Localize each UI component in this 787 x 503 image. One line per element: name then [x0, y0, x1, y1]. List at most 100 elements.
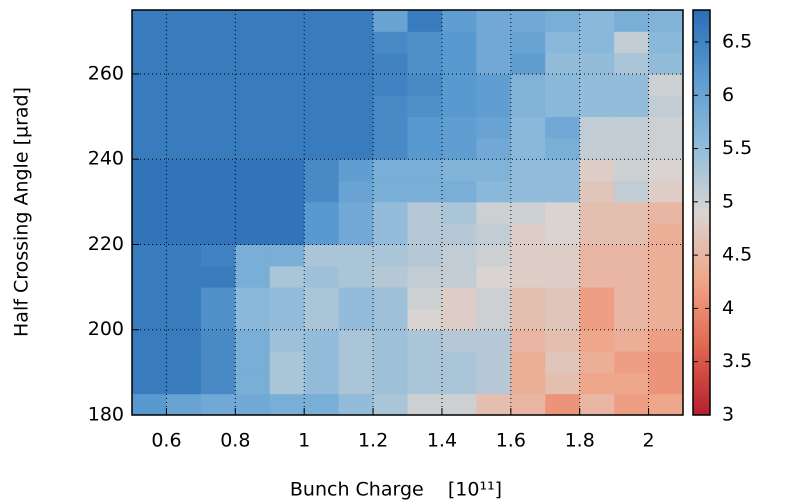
- heatmap-cell: [510, 73, 546, 96]
- heatmap-cell: [269, 201, 305, 224]
- heatmap-cell: [441, 95, 477, 118]
- heatmap-cell: [648, 244, 684, 267]
- heatmap-cell: [235, 201, 271, 224]
- heatmap-cell: [614, 223, 650, 245]
- heatmap-cell: [373, 372, 408, 395]
- colorbar-tick-label: 5.5: [722, 137, 752, 159]
- heatmap-cell: [304, 372, 340, 395]
- heatmap-cell: [407, 116, 443, 139]
- heatmap-cell: [648, 201, 684, 224]
- heatmap-cell: [545, 52, 581, 75]
- heatmap-cell: [166, 244, 202, 267]
- heatmap-cell: [235, 95, 271, 118]
- heatmap-cell: [200, 137, 236, 160]
- heatmap-cell: [648, 137, 684, 160]
- heatmap-cell: [235, 265, 271, 288]
- heatmap-cell: [166, 31, 202, 54]
- heatmap-cell: [304, 31, 340, 54]
- heatmap-cell: [476, 116, 512, 139]
- heatmap-cell: [648, 180, 684, 203]
- heatmap-cell: [545, 201, 581, 224]
- heatmap-cell: [373, 201, 408, 224]
- heatmap-cell: [132, 393, 167, 416]
- heatmap-cell: [545, 95, 581, 118]
- colorbar-tick-label: 5: [722, 190, 734, 212]
- heatmap-cell: [132, 265, 167, 288]
- heatmap-cell: [441, 372, 477, 395]
- heatmap-cell: [510, 287, 546, 309]
- heatmap-cell: [304, 159, 340, 182]
- x-tick-label: 0.8: [220, 430, 250, 452]
- heatmap-cell: [407, 73, 443, 96]
- heatmap-cell: [441, 393, 477, 416]
- heatmap-cell: [373, 287, 408, 309]
- heatmap-cell: [476, 244, 512, 267]
- heatmap-cell: [235, 73, 271, 96]
- heatmap-cell: [269, 372, 305, 395]
- heatmap-cell: [166, 393, 202, 416]
- heatmap-cell: [441, 308, 477, 331]
- heatmap-cell: [132, 308, 167, 331]
- heatmap-cell: [166, 137, 202, 160]
- heatmap-cell: [579, 329, 615, 352]
- heatmap-cell: [476, 265, 512, 288]
- heatmap-cell: [545, 137, 581, 160]
- heatmap-cell: [338, 244, 374, 267]
- heatmap-cell: [579, 116, 615, 139]
- heatmap-cell: [166, 73, 202, 96]
- heatmap-cell: [441, 201, 477, 224]
- heatmap-cell: [166, 201, 202, 224]
- heatmap-cell: [579, 351, 615, 373]
- heatmap-cell: [373, 265, 408, 288]
- heatmap-cell: [235, 244, 271, 267]
- heatmap-cell: [407, 137, 443, 160]
- heatmap-cell: [510, 201, 546, 224]
- heatmap-cell: [510, 393, 546, 416]
- heatmap-cell: [407, 393, 443, 416]
- heatmap-cell: [510, 265, 546, 288]
- heatmap-cell: [200, 73, 236, 96]
- heatmap-cell: [614, 265, 650, 288]
- heatmap-cell: [545, 287, 581, 309]
- heatmap-cell: [545, 116, 581, 139]
- heatmap-cell: [304, 329, 340, 352]
- x-tick-label: 0.6: [151, 430, 181, 452]
- heatmap-cell: [510, 308, 546, 331]
- heatmap-cell: [338, 116, 374, 139]
- heatmap-cell: [441, 329, 477, 352]
- y-tick-label: 240: [88, 148, 124, 170]
- heatmap-cell: [269, 137, 305, 160]
- heatmap-cell: [648, 287, 684, 309]
- x-tick-label: 1: [298, 430, 310, 452]
- heatmap-cell: [510, 10, 546, 32]
- heatmap-cell: [545, 308, 581, 331]
- heatmap-cell: [476, 159, 512, 182]
- heatmap-cell: [407, 223, 443, 245]
- heatmap-cell: [579, 393, 615, 416]
- heatmap-cell: [441, 52, 477, 75]
- heatmap-cell: [441, 265, 477, 288]
- heatmap-cell: [200, 308, 236, 331]
- heatmap-cell: [648, 10, 684, 32]
- heatmap-cell: [476, 393, 512, 416]
- heatmap-cell: [338, 201, 374, 224]
- heatmap-cell: [338, 351, 374, 373]
- heatmap-cell: [407, 372, 443, 395]
- heatmap-cell: [269, 95, 305, 118]
- heatmap-cell: [579, 52, 615, 75]
- heatmap-cell: [648, 95, 684, 118]
- heatmap-cell: [304, 393, 340, 416]
- heatmap-cell: [200, 329, 236, 352]
- heatmap-cell: [545, 393, 581, 416]
- heatmap-cell: [304, 73, 340, 96]
- heatmap-cell: [510, 52, 546, 75]
- heatmap-cell: [338, 73, 374, 96]
- heatmap-cell: [614, 393, 650, 416]
- heatmap-cell: [132, 159, 167, 182]
- heatmap-cell: [476, 31, 512, 54]
- heatmap-cell: [407, 351, 443, 373]
- heatmap-cell: [338, 372, 374, 395]
- heatmap-cell: [579, 159, 615, 182]
- heatmap-cell: [545, 372, 581, 395]
